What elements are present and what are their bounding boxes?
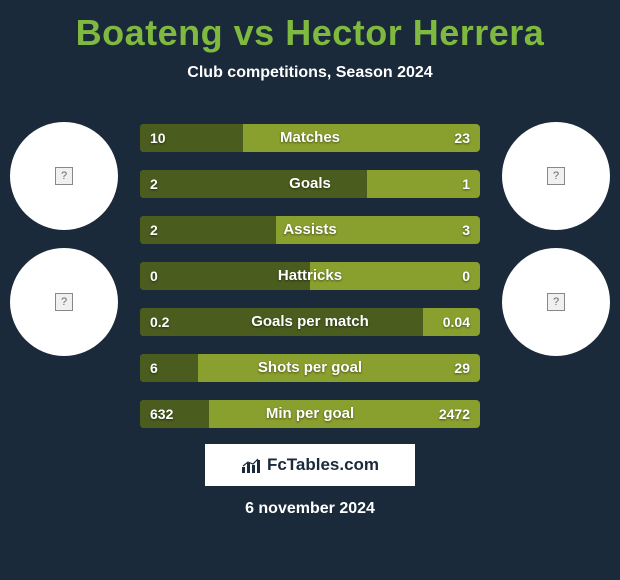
broken-image-icon: ? — [547, 167, 565, 185]
fctables-logo: FcTables.com — [205, 444, 415, 486]
stat-value-right: 29 — [454, 354, 470, 382]
stat-label: Shots per goal — [140, 354, 480, 382]
stat-bar-row: 10Matches23 — [140, 124, 480, 152]
bar-chart-icon — [241, 457, 261, 473]
stats-bars-container: 10Matches232Goals12Assists30Hattricks00.… — [140, 124, 480, 446]
stat-bar-row: 2Assists3 — [140, 216, 480, 244]
stat-bar-row: 6Shots per goal29 — [140, 354, 480, 382]
stat-label: Min per goal — [140, 400, 480, 428]
stat-label: Hattricks — [140, 262, 480, 290]
branding-text: FcTables.com — [267, 455, 379, 475]
page-title: Boateng vs Hector Herrera — [0, 0, 620, 54]
stat-bar-row: 0Hattricks0 — [140, 262, 480, 290]
date-text: 6 november 2024 — [0, 500, 620, 518]
stat-label: Goals — [140, 170, 480, 198]
stat-value-right: 2472 — [439, 400, 470, 428]
stat-bar-row: 0.2Goals per match0.04 — [140, 308, 480, 336]
stat-label: Goals per match — [140, 308, 480, 336]
broken-image-icon: ? — [55, 167, 73, 185]
stat-value-right: 3 — [462, 216, 470, 244]
page-subtitle: Club competitions, Season 2024 — [0, 64, 620, 82]
stat-bar-row: 2Goals1 — [140, 170, 480, 198]
stat-label: Assists — [140, 216, 480, 244]
stat-bar-row: 632Min per goal2472 — [140, 400, 480, 428]
player2-club-avatar: ? — [502, 248, 610, 356]
broken-image-icon: ? — [55, 293, 73, 311]
stat-label: Matches — [140, 124, 480, 152]
player1-club-avatar: ? — [10, 248, 118, 356]
stat-value-right: 1 — [462, 170, 470, 198]
stat-value-right: 0.04 — [443, 308, 470, 336]
stat-value-right: 0 — [462, 262, 470, 290]
stat-value-right: 23 — [454, 124, 470, 152]
broken-image-icon: ? — [547, 293, 565, 311]
player2-avatar: ? — [502, 122, 610, 230]
player1-avatar: ? — [10, 122, 118, 230]
